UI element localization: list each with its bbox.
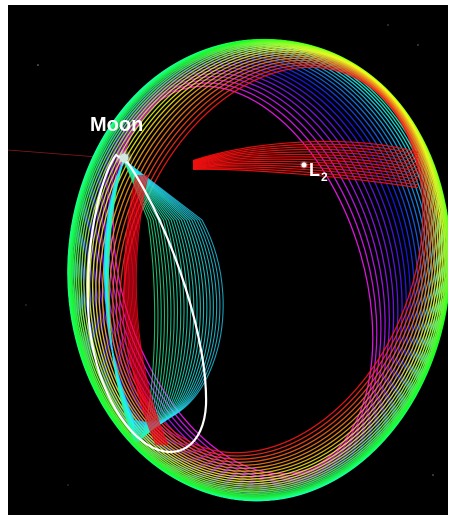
- lobe-red-orbit: [125, 174, 158, 446]
- lobe-red-orbit: [129, 174, 162, 446]
- equatorial-orbit: [192, 166, 419, 183]
- equatorial-orbit: [192, 140, 419, 162]
- equatorial-orbit: [192, 151, 419, 164]
- highlighted-orbit: [86, 153, 208, 454]
- star-field: [25, 24, 434, 486]
- inner-orbit-curve: [103, 159, 224, 423]
- equatorial-orbit: [192, 160, 419, 175]
- orbit-curve: [112, 59, 430, 463]
- orbit-family-back: [67, 38, 448, 502]
- orbit-visualization: Moon L 2: [8, 5, 448, 515]
- equatorial-orbit: [192, 143, 419, 162]
- orbit-family-canvas: Moon L 2: [8, 24, 448, 502]
- l2-label: L: [309, 160, 320, 180]
- lobe-red-orbit: [127, 174, 161, 446]
- equatorial-orbit: [192, 168, 419, 189]
- lobe-red-orbit: [126, 174, 160, 446]
- orbit-curve: [78, 41, 448, 491]
- equatorial-orbit: [192, 167, 419, 186]
- equatorial-red-orbits: [123, 140, 419, 446]
- axis-line: [8, 149, 99, 158]
- l2-label-subscript: 2: [321, 170, 328, 184]
- lobe-red-orbit: [130, 174, 164, 446]
- orbit-curve: [101, 53, 437, 472]
- orbit-curve: [87, 59, 411, 493]
- equatorial-orbit: [192, 153, 419, 167]
- orbit-curve: [108, 57, 432, 466]
- lobe-red-orbit: [134, 174, 168, 446]
- orbit-curve: [83, 43, 447, 487]
- equatorial-orbit: [192, 148, 419, 164]
- orbit-curve: [89, 61, 407, 492]
- orbit-curve: [109, 82, 378, 477]
- l2-marker: [299, 160, 309, 170]
- orbit-curve: [80, 42, 448, 489]
- orbit-curve: [92, 48, 442, 480]
- orbit-curve: [88, 46, 444, 483]
- lobe-red-orbit: [133, 174, 166, 446]
- moon-label: Moon: [90, 114, 143, 136]
- lobe-red-orbit: [131, 174, 165, 446]
- lobe-red-orbit: [135, 174, 169, 446]
- equatorial-orbit: [192, 146, 419, 163]
- orbit-curve: [95, 49, 441, 478]
- moon-marker: [115, 149, 133, 167]
- orbit-curve: [105, 55, 435, 469]
- equatorial-orbit: [192, 156, 419, 170]
- equatorial-orbit: [192, 158, 419, 172]
- lobe-red-orbit: [123, 174, 157, 446]
